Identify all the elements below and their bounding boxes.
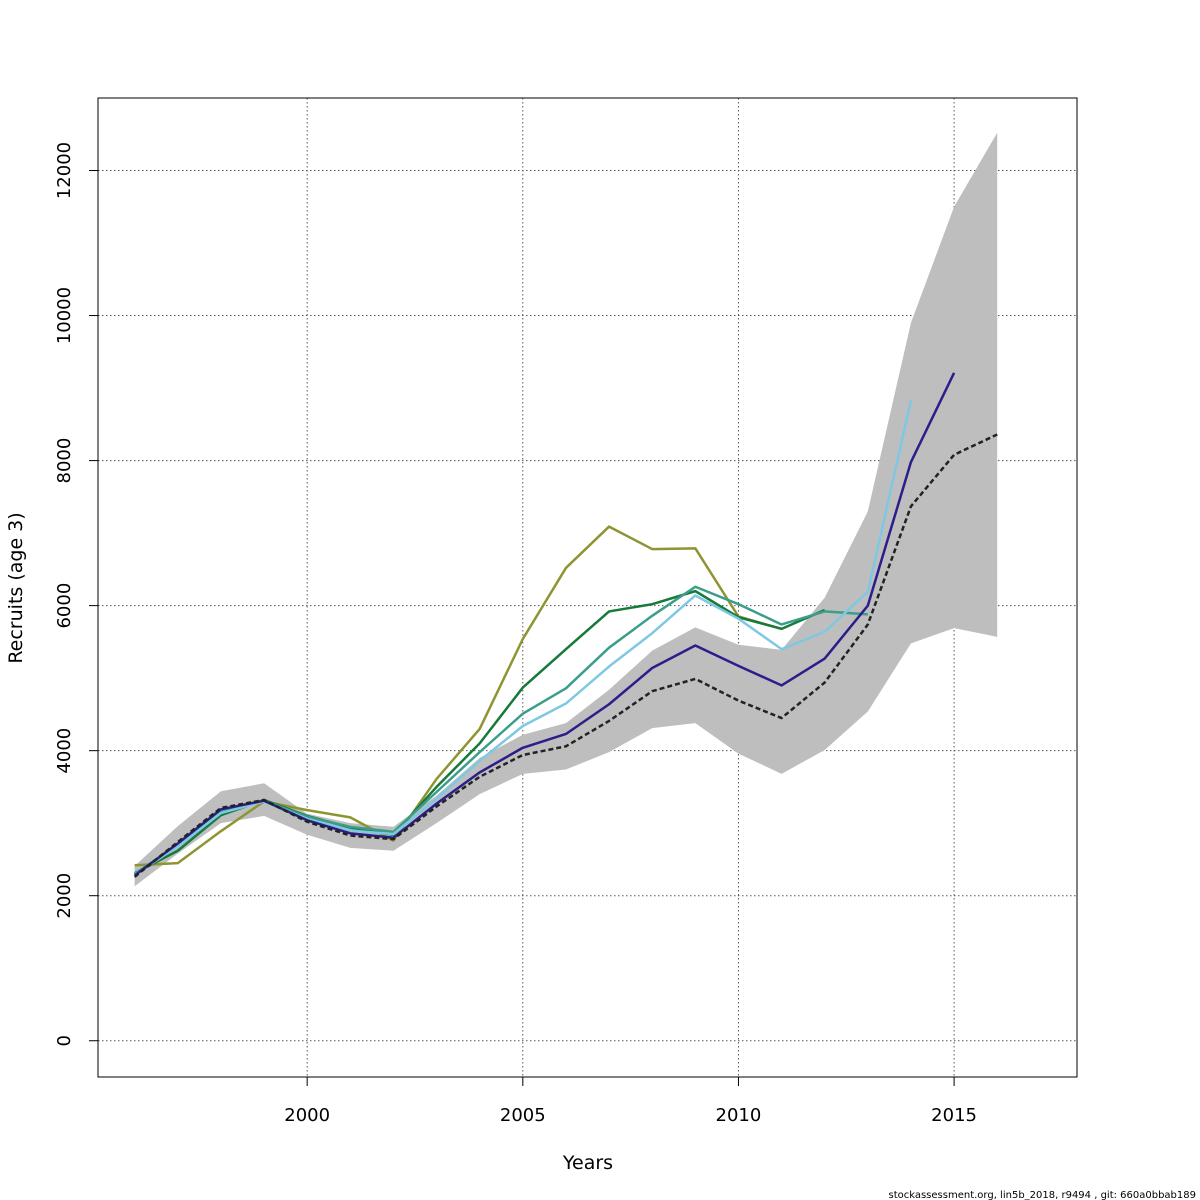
series-line <box>134 525 782 867</box>
x-axis-title: Years <box>562 1152 613 1174</box>
x-tick-label: 2015 <box>931 1105 977 1126</box>
y-tick-label: 4000 <box>54 728 75 774</box>
y-tick-label: 2000 <box>54 873 75 919</box>
y-axis-title: Recruits (age 3) <box>5 512 27 663</box>
confidence-band-area <box>134 132 998 887</box>
x-tick-label: 2010 <box>716 1105 762 1126</box>
y-tick-label: 0 <box>54 1035 75 1046</box>
y-tick-label: 10000 <box>54 287 75 344</box>
plot-frame <box>97 97 1078 1078</box>
series-lines <box>133 372 998 878</box>
x-tick-label: 2005 <box>500 1105 546 1126</box>
y-tick-label: 8000 <box>54 438 75 484</box>
confidence-band <box>134 132 998 887</box>
footer-text: stockassessment.org, lin5b_2018, r9494 ,… <box>888 1190 1196 1200</box>
axes: 2000 2005 2010 2015 0 2000 4000 6000 8000 10000 12… <box>54 142 977 1126</box>
y-tick-label: 12000 <box>54 142 75 199</box>
x-tick-label: 2000 <box>284 1105 330 1126</box>
y-tick-label: 6000 <box>54 583 75 629</box>
series-line <box>133 433 998 878</box>
